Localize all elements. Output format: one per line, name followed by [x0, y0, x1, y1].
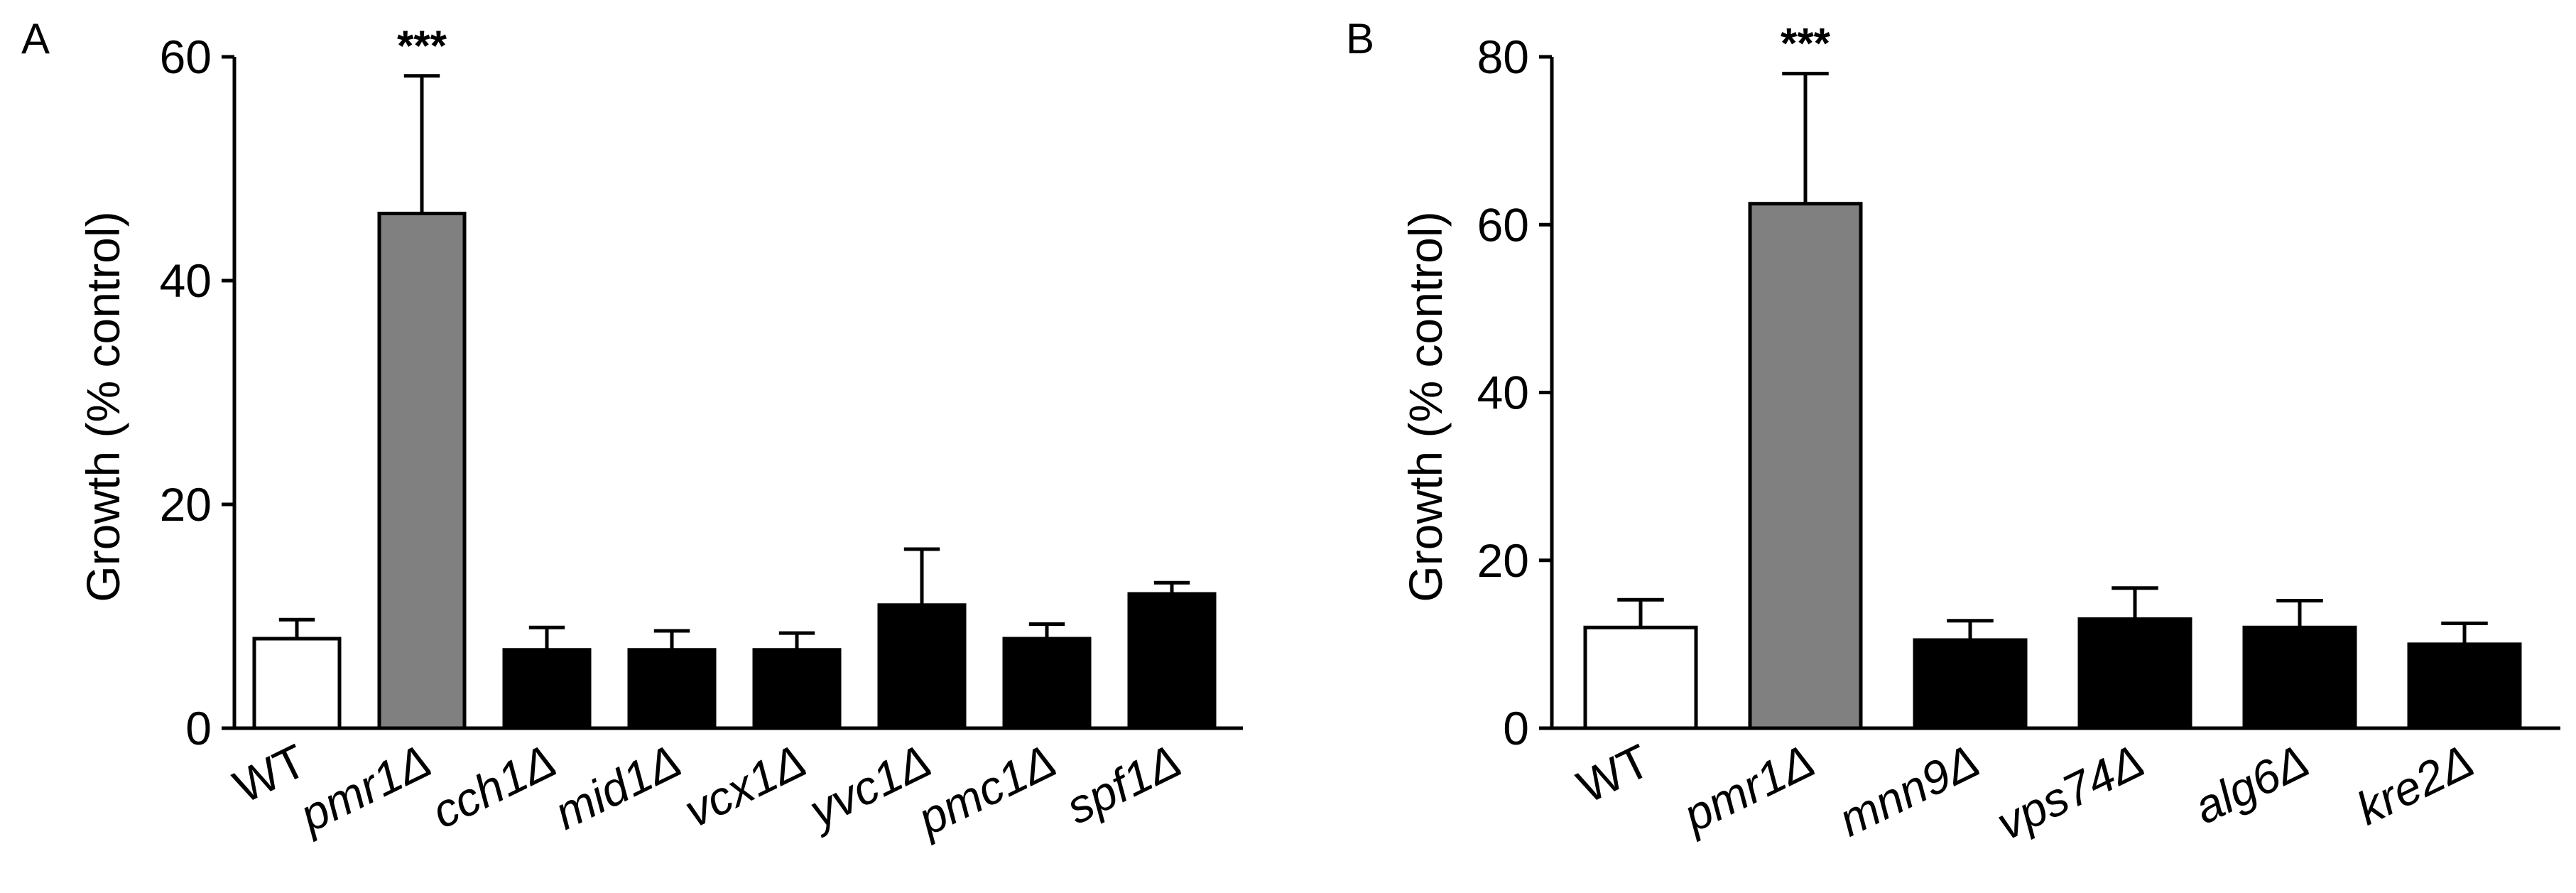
bar	[627, 648, 717, 730]
category-label: pmr1Δ	[290, 734, 439, 843]
category-label: vcx1Δ	[676, 734, 814, 837]
bar	[1913, 638, 2028, 730]
bar	[1002, 637, 1092, 730]
y-tick-label: 60	[160, 31, 212, 83]
category-label: pmr1Δ	[1674, 734, 1822, 843]
y-tick-label: 60	[1477, 198, 1529, 251]
bar	[1127, 592, 1217, 730]
category-label: alg6Δ	[2186, 734, 2317, 834]
bar	[377, 212, 467, 730]
y-tick-label: 40	[1477, 367, 1529, 419]
bar	[2077, 617, 2192, 730]
panel-b: B 0 20 40 60 80 Growth (% control) WT *** pmr1Δ mn…	[1346, 15, 2560, 850]
bar	[502, 648, 592, 730]
category-label: mnn9Δ	[1830, 734, 1987, 846]
category-label: yvc1Δ	[798, 734, 939, 838]
bar	[1748, 202, 1863, 730]
significance-label: ***	[397, 22, 447, 70]
bar	[2407, 642, 2522, 730]
category-label: spf1Δ	[1058, 734, 1189, 834]
category-label: cch1Δ	[424, 734, 565, 838]
panel-letter: A	[21, 15, 50, 63]
y-tick-label: 0	[1503, 702, 1529, 754]
bar	[752, 648, 842, 730]
y-tick-label: 40	[160, 254, 212, 307]
category-label: WT	[1569, 734, 1658, 813]
bar	[252, 637, 342, 730]
bar	[877, 603, 967, 730]
y-tick-label: 80	[1477, 31, 1529, 83]
category-label: mid1Δ	[546, 734, 689, 840]
y-tick-label: 0	[185, 702, 212, 754]
y-axis-label: Growth (% control)	[1399, 211, 1452, 602]
y-tick-label: 20	[1477, 534, 1529, 587]
significance-label: ***	[1781, 20, 1831, 67]
panel-letter: B	[1346, 15, 1374, 63]
y-tick-label: 20	[160, 478, 212, 531]
y-axis-label: Growth (% control)	[77, 211, 129, 602]
category-label: kre2Δ	[2349, 734, 2482, 835]
bar	[1583, 625, 1698, 730]
bar	[2242, 625, 2357, 730]
category-label: vps74Δ	[1989, 734, 2153, 850]
category-label: pmc1Δ	[908, 734, 1064, 846]
